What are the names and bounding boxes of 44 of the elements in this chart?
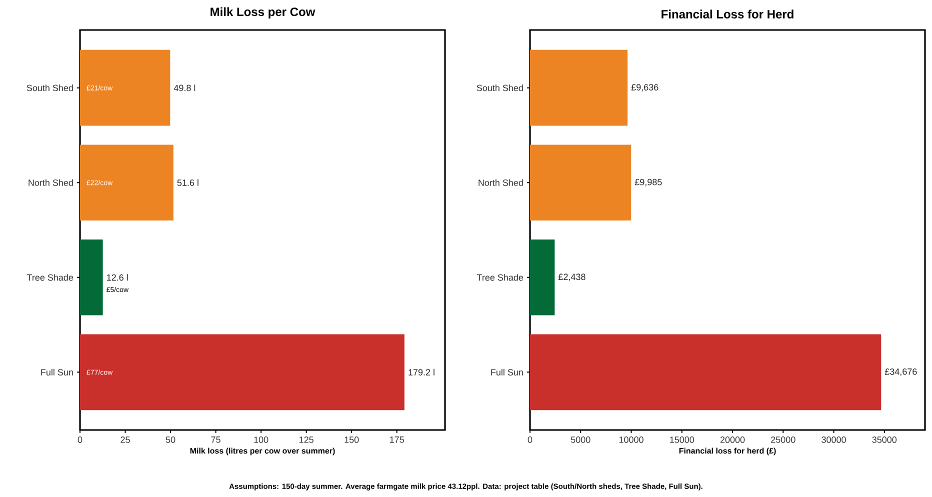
- x-tick-label: 50: [166, 436, 176, 443]
- x-tick-label: 75: [211, 436, 220, 443]
- x-tick-label: 20000: [720, 436, 745, 443]
- bar: [530, 50, 628, 126]
- x-tick-label: 0: [78, 436, 82, 443]
- x-tick-label: 5000: [570, 436, 590, 443]
- bar: [530, 334, 882, 410]
- x-tick-label: 100: [254, 436, 268, 443]
- x-tick-label: 150: [344, 436, 359, 443]
- y-tick-label: North Shed: [28, 179, 73, 186]
- chart-title: Financial Loss for Herd: [662, 10, 794, 18]
- x-tick-label: 0: [528, 436, 532, 443]
- y-tick-label: Tree Shade: [26, 274, 74, 281]
- bar: [530, 239, 555, 316]
- bar: [80, 334, 404, 410]
- x-tick-label: 25: [120, 436, 130, 443]
- x-tick-label: 10000: [619, 436, 644, 443]
- x-tick-label: 125: [300, 436, 314, 443]
- x-axis-title: Financial loss for herd (£): [679, 448, 776, 456]
- data-label: £9,985: [634, 178, 662, 186]
- bar: [80, 239, 103, 316]
- y-tick-label: Full Sun: [491, 368, 523, 376]
- chart-title: Milk Loss per Cow: [210, 7, 316, 18]
- y-tick-label: North Shed: [478, 179, 523, 186]
- y-tick-label: South Shed: [26, 84, 73, 92]
- data-label: 51.6 l: [177, 179, 198, 186]
- bar: [80, 50, 170, 126]
- y-tick-label: South Shed: [476, 84, 523, 92]
- bar: [530, 144, 632, 221]
- bar: [80, 144, 174, 221]
- data-label: 179.2 l: [408, 368, 434, 376]
- data-label: £2,438: [558, 274, 586, 282]
- data-label: 12.6 l: [107, 274, 128, 281]
- data-label: £34,676: [884, 368, 917, 376]
- x-tick-label: 25000: [771, 436, 796, 443]
- x-tick-label: 15000: [670, 436, 694, 443]
- x-tick-label: 175: [390, 436, 404, 443]
- x-tick-label: 35000: [872, 436, 897, 443]
- y-tick-label: Tree Shade: [476, 274, 524, 281]
- x-axis-title: Milk loss (litres per cow over summer): [190, 448, 335, 456]
- data-label: 49.8 l: [174, 84, 196, 92]
- y-tick-label: Full Sun: [41, 368, 73, 376]
- x-tick-label: 30000: [822, 436, 846, 443]
- data-label: £9,636: [631, 84, 658, 92]
